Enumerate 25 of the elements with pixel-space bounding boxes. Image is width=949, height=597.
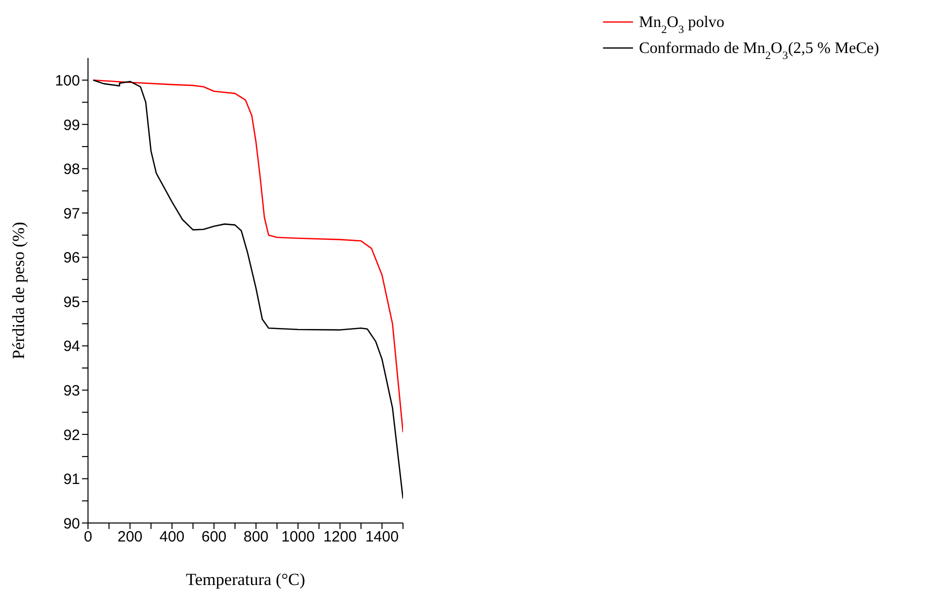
y-tick-label: 97: [63, 205, 80, 222]
y-tick-label: 90: [63, 515, 80, 532]
y-tick-label: 91: [63, 471, 80, 488]
x-tick-label: 1000: [281, 528, 315, 546]
y-tick-label: 94: [63, 338, 80, 356]
y-tick-label: 93: [63, 382, 80, 400]
y-tick-label: 92: [63, 426, 80, 444]
x-tick-label: 1400: [365, 528, 399, 546]
line-series: [92, 79, 403, 500]
y-tick-label: 98: [63, 161, 80, 178]
line-series: [92, 79, 403, 433]
x-axis-title: Temperatura (°C): [186, 570, 306, 590]
x-tick-label: 600: [201, 528, 227, 546]
y-tick-label: 95: [63, 294, 80, 311]
y-tick-label: 100: [54, 72, 80, 90]
y-tick-label: 99: [63, 116, 80, 134]
legend-label: Mn$_{2}$O$_{3}$ polvo: [639, 14, 724, 36]
y-tick-label: 96: [63, 250, 80, 267]
legend-label: Conformado de Mn$_{2}$O$_{3}$(2,5 % MeCe): [639, 40, 880, 62]
x-tick-label: 800: [243, 528, 269, 546]
x-tick-label: 200: [117, 528, 143, 546]
x-tick-label: 400: [159, 528, 185, 546]
x-tick-label: 1200: [323, 528, 357, 546]
y-axis-title: Pérdida de peso (%): [9, 222, 28, 360]
x-tick-label: 0: [84, 528, 92, 546]
